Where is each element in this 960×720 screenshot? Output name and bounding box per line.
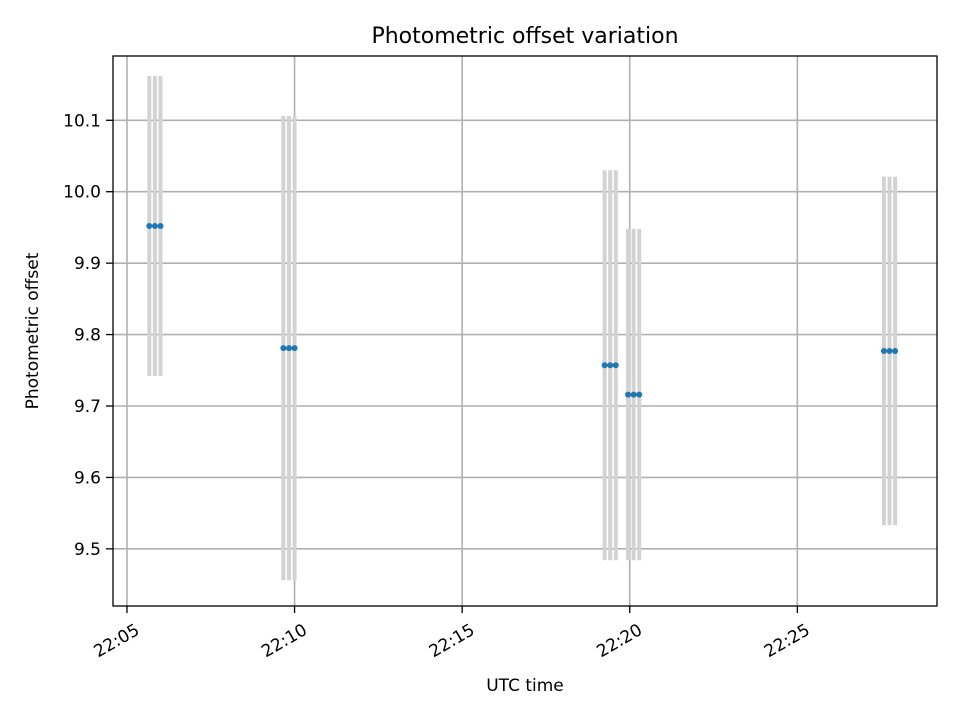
data-point — [636, 391, 643, 398]
y-tick-label: 10.1 — [63, 111, 101, 131]
data-point — [146, 223, 153, 229]
data-point — [601, 362, 608, 369]
data-point — [880, 348, 887, 354]
plot-frame — [112, 55, 938, 607]
data-point — [291, 345, 298, 352]
data-point — [892, 348, 899, 354]
y-tick-label: 9.9 — [74, 254, 101, 274]
y-tick-label: 9.5 — [74, 540, 101, 560]
y-axis-label: Photometric offset — [23, 252, 43, 409]
grid — [113, 56, 937, 606]
data-point — [612, 362, 619, 369]
data-point — [157, 223, 164, 229]
data-point — [280, 345, 287, 352]
data-point — [151, 223, 158, 229]
data-points — [146, 223, 899, 398]
data-point — [607, 362, 614, 369]
y-tick-label: 9.8 — [74, 326, 101, 346]
data-point — [285, 345, 292, 352]
data-point — [625, 391, 632, 398]
y-tick-label: 9.7 — [74, 397, 101, 417]
y-tick-label: 10.0 — [63, 183, 101, 203]
chart-title: Photometric offset variation — [371, 24, 678, 49]
y-tick-label: 9.6 — [74, 468, 101, 488]
data-point — [630, 391, 637, 398]
x-axis-label: UTC time — [486, 676, 564, 696]
data-point — [886, 348, 893, 354]
